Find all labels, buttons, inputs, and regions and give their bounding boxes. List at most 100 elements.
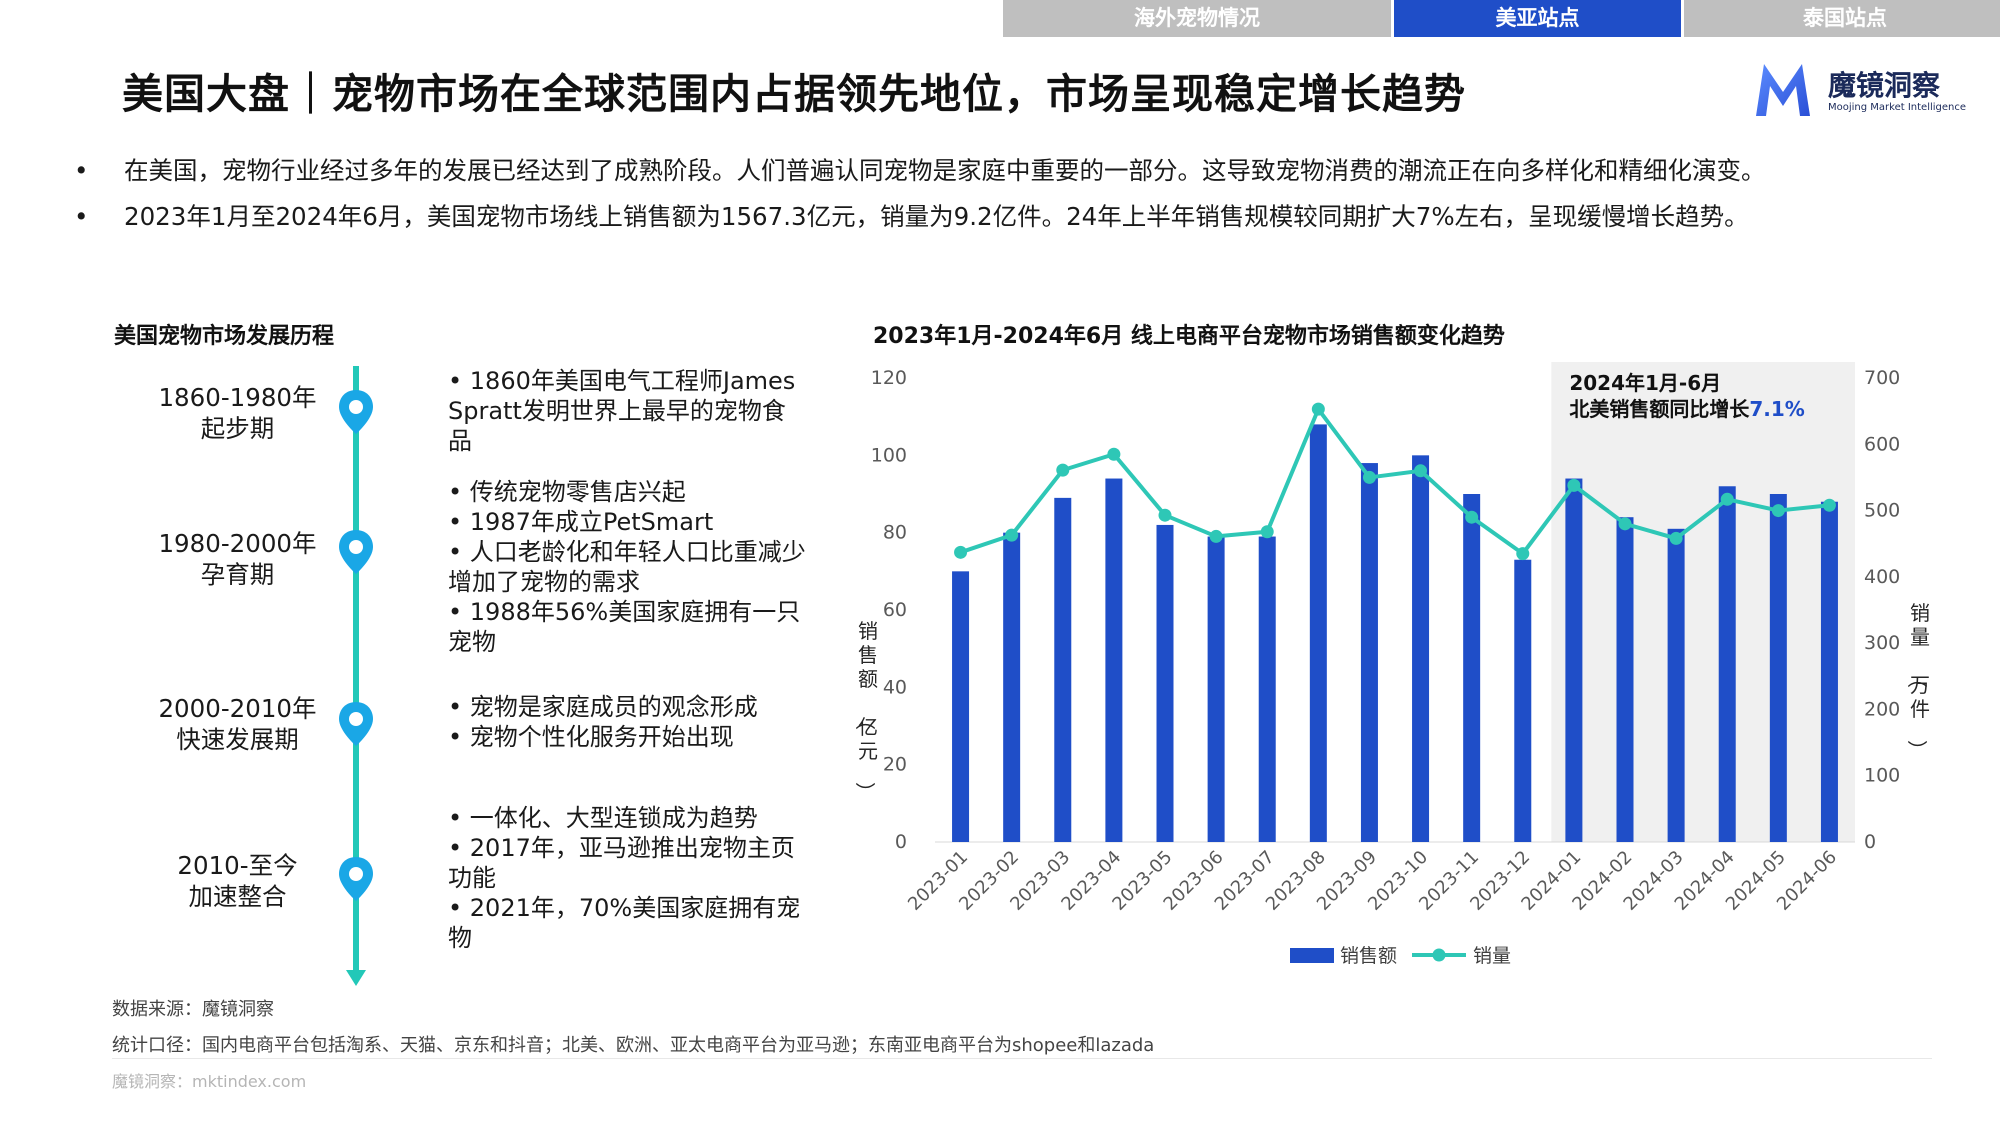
y-left-tick-label: 80 [883, 522, 907, 544]
scope-note: 统计口径：国内电商平台包括淘系、天猫、京东和抖音；北美、欧洲、亚太电商平台为亚马… [112, 1035, 1155, 1056]
point-volume [1618, 517, 1632, 531]
bar-sales [1769, 494, 1787, 842]
x-tick-label: 2023-06 [1160, 847, 1228, 915]
chart-title: 2023年1月-2024年6月 线上电商平台宠物市场销售额变化趋势 [873, 324, 1505, 349]
stage-period: 2000-2010年 [158, 694, 317, 723]
y-left-tick-label: 40 [883, 676, 907, 698]
location-pin-icon [339, 390, 373, 434]
tab-us-amazon[interactable]: 美亚站点 [1394, 0, 1681, 37]
point-volume [1107, 447, 1121, 461]
x-tick-label: 2023-11 [1415, 847, 1483, 915]
point-volume [1669, 531, 1683, 545]
location-pin-icon [339, 530, 373, 574]
stage-desc-line: • 1860年美国电气工程师James Spratt发明世界上最早的宠物食品 [448, 367, 796, 455]
bar-sales [1207, 536, 1225, 842]
stage-desc-line: • 1988年56%美国家庭拥有一只宠物 [448, 598, 801, 656]
bar-sales [1054, 497, 1072, 842]
timeline-stage-2: 1980-2000年 孕育期 [100, 528, 375, 590]
y-right-tick-label: 600 [1864, 433, 1900, 455]
highlight-growth-value: 7.1% [1749, 397, 1804, 421]
legend-swatch-sales [1290, 948, 1334, 963]
y-right-axis-title: 销量（万件） [1905, 601, 1930, 760]
x-tick-label: 2023-10 [1364, 847, 1432, 915]
bar-sales [1718, 486, 1736, 842]
x-tick-label: 2024-01 [1517, 847, 1585, 915]
stage-phase: 起步期 [200, 414, 275, 443]
bar-sales [1463, 494, 1481, 842]
bar-sales [1514, 559, 1532, 842]
logo: 魔镜洞察 Moojing Market Intelligence [1750, 58, 1966, 122]
x-tick-label: 2024-04 [1671, 847, 1739, 915]
stage-desc-line: • 1987年成立PetSmart [448, 508, 714, 536]
point-volume [1005, 528, 1019, 542]
stage-desc-line: • 2017年，亚马逊推出宠物主页功能 [448, 834, 795, 892]
stage-period: 1860-1980年 [158, 383, 317, 412]
tab-overseas-pets[interactable]: 海外宠物情况 [1003, 0, 1391, 37]
point-volume [1311, 402, 1325, 416]
y-left-tick-label: 120 [871, 367, 907, 389]
bullet-marker: • [74, 202, 89, 231]
timeline-stage-3: 2000-2010年 快速发展期 [100, 693, 375, 755]
stage-description-3: • 宠物是家庭成员的观念形成 • 宠物个性化服务开始出现 [448, 692, 808, 752]
x-tick-label: 2024-02 [1568, 847, 1636, 915]
point-volume [1056, 463, 1070, 477]
bar-sales [1667, 528, 1685, 842]
point-volume [1465, 510, 1479, 524]
x-tick-label: 2023-02 [955, 847, 1023, 915]
point-volume [1260, 525, 1274, 539]
x-tick-label: 2023-07 [1211, 847, 1279, 915]
y-left-tick-label: 20 [883, 754, 907, 776]
timeline-arrow-icon [346, 970, 366, 986]
legend-marker-volume [1432, 948, 1446, 962]
point-volume [1158, 508, 1172, 522]
point-volume [1362, 470, 1376, 484]
bar-sales [1105, 478, 1123, 842]
tab-thailand[interactable]: 泰国站点 [1684, 0, 2000, 37]
summary-bullet: • 在美国，宠物行业经过多年的发展已经达到了成熟阶段。人们普遍认同宠物是家庭中重… [70, 150, 1930, 192]
point-volume [954, 545, 968, 559]
legend-label-sales: 销售额 [1340, 945, 1397, 967]
point-volume [1567, 478, 1581, 492]
x-tick-label: 2024-06 [1773, 847, 1841, 915]
bar-sales [952, 571, 970, 842]
point-volume [1516, 547, 1530, 561]
x-tick-label: 2024-03 [1620, 847, 1688, 915]
x-tick-label: 2023-08 [1262, 847, 1330, 915]
bar-sales [1309, 424, 1327, 842]
stage-period: 1980-2000年 [158, 529, 317, 558]
highlight-panel [1551, 362, 1855, 842]
y-left-tick-label: 60 [883, 599, 907, 621]
logo-name: 魔镜洞察 [1828, 69, 1941, 102]
stage-description-2: • 传统宠物零售店兴起 • 1987年成立PetSmart • 人口老龄化和年轻… [448, 477, 808, 657]
y-right-tick-label: 0 [1864, 831, 1876, 853]
stage-desc-line: • 宠物个性化服务开始出现 [448, 723, 734, 751]
legend-label-volume: 销量 [1473, 945, 1511, 967]
point-volume [1414, 464, 1428, 478]
x-tick-label: 2023-04 [1057, 847, 1125, 915]
stage-phase: 加速整合 [188, 882, 287, 911]
x-tick-label: 2023-01 [904, 847, 972, 915]
line-volume [959, 407, 1830, 556]
logo-subtitle: Moojing Market Intelligence [1828, 102, 1967, 113]
summary-bullet: • 2023年1月至2024年6月，美国宠物市场线上销售额为1567.3亿元，销… [70, 196, 1930, 238]
footer-url: 魔镜洞察：mktindex.com [112, 1072, 307, 1091]
y-right-tick-label: 700 [1864, 367, 1900, 389]
stage-desc-line: • 一体化、大型连锁成为趋势 [448, 804, 758, 832]
top-tab-bar: 海外宠物情况 美亚站点 泰国站点 [1003, 0, 2000, 37]
bar-sales [1616, 517, 1634, 842]
highlight-growth-label: 北美销售额同比增长7.1% [1569, 397, 1804, 421]
point-volume [1209, 529, 1223, 543]
data-source-note: 数据来源：魔镜洞察 [112, 999, 274, 1020]
timeline-title: 美国宠物市场发展历程 [114, 324, 335, 349]
stage-description-4: • 一体化、大型连锁成为趋势 • 2017年，亚马逊推出宠物主页功能 • 202… [448, 803, 808, 953]
y-right-tick-label: 400 [1864, 566, 1900, 588]
stage-phase: 快速发展期 [176, 725, 299, 754]
x-tick-label: 2023-05 [1108, 847, 1176, 915]
y-left-tick-label: 0 [895, 831, 907, 853]
stage-period: 2010-至今 [177, 851, 298, 880]
bar-sales [1360, 463, 1378, 842]
timeline-stage-4: 2010-至今 加速整合 [100, 850, 375, 912]
page-title: 美国大盘｜宠物市场在全球范围内占据领先地位，市场呈现稳定增长趋势 [122, 70, 1466, 118]
location-pin-icon [339, 702, 373, 746]
bar-sales [1258, 536, 1276, 842]
